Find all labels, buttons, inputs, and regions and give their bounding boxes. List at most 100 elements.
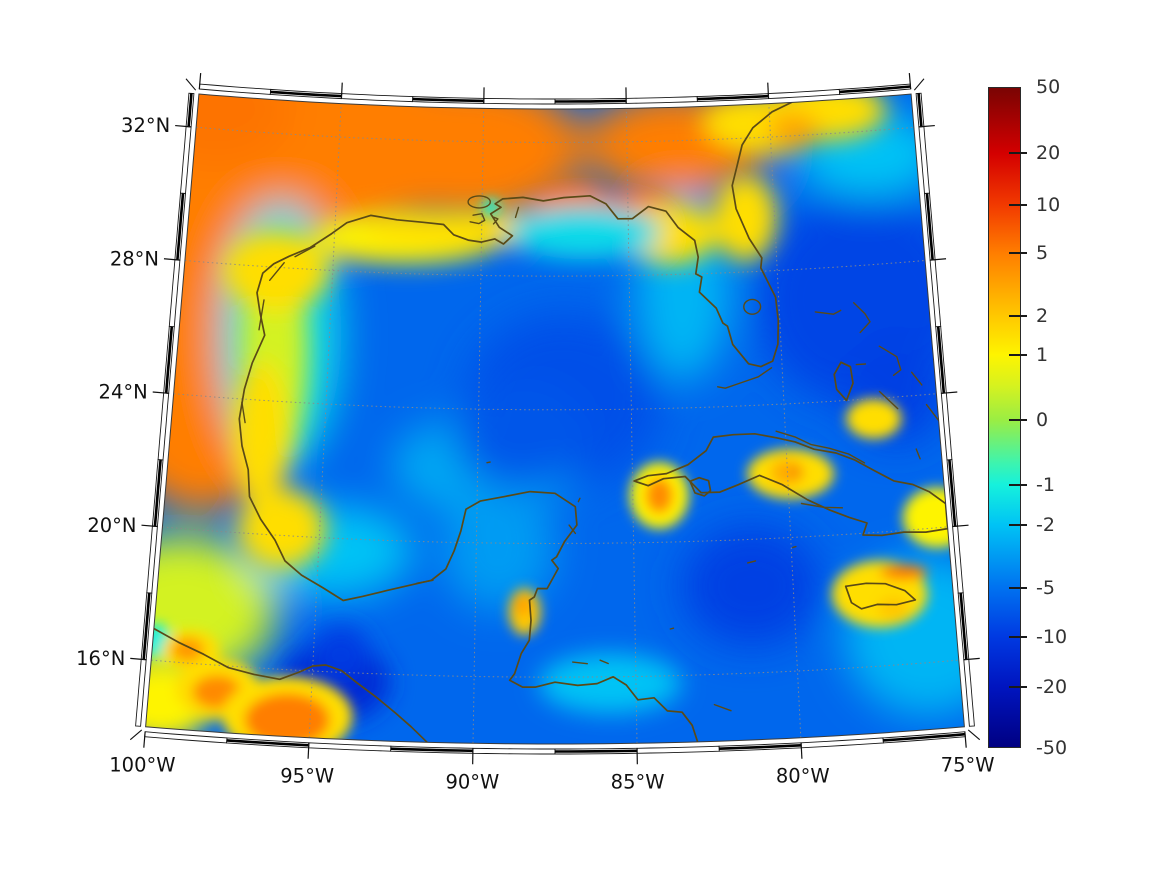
- coastline-path: [469, 213, 486, 225]
- coastline-path: [814, 309, 842, 315]
- axis-tick: [175, 124, 192, 128]
- axis-tick: [141, 524, 158, 528]
- y-axis-tick-label: 32°N: [121, 114, 170, 137]
- axis-labels: 100°W 95°W 90°W 85°W 80°W 75°W 32°N 28°N 24°N 20°…: [76, 114, 994, 793]
- coastline-path: [152, 627, 428, 744]
- coastline-path: [241, 401, 246, 424]
- axis-tick: [964, 731, 967, 748]
- axis-tick: [307, 742, 310, 759]
- coastline-path: [853, 302, 871, 334]
- fancy-frame: [129, 73, 981, 765]
- colorbar-tick: [1009, 204, 1027, 207]
- coastline-path: [258, 299, 265, 331]
- coastline-path: [911, 371, 923, 386]
- coastline-path: [486, 461, 491, 464]
- colorbar-tick: [1009, 686, 1027, 689]
- colorbar-tick-label: 5: [1036, 241, 1049, 264]
- axis-tick: [941, 391, 958, 394]
- colorbar-tick: [1009, 483, 1027, 486]
- coastline-path: [878, 345, 902, 376]
- coastline-path: [717, 367, 773, 389]
- colorbar-tick-label: 50: [1036, 76, 1061, 98]
- coastline-path: [844, 582, 917, 610]
- colorbar-tick: [1009, 419, 1027, 422]
- axis-tick: [908, 73, 912, 90]
- axis-tick: [198, 73, 202, 90]
- colorbar-tick-label: 20: [1036, 142, 1061, 165]
- axis-tick: [963, 657, 980, 661]
- coastline-path: [669, 627, 675, 630]
- colorbar-tick-label: 2: [1036, 304, 1049, 327]
- gridline-parallel: [184, 260, 926, 277]
- corner-tick: [967, 729, 981, 741]
- x-axis-tick-label: 95°W: [280, 765, 334, 788]
- coastline-path: [855, 363, 867, 366]
- corner-tick: [913, 78, 925, 91]
- x-axis-tick-label: 100°W: [109, 754, 175, 777]
- coastline-path: [747, 560, 757, 564]
- lake-outline: [743, 298, 762, 315]
- colorbar-tick: [1009, 314, 1027, 317]
- coastline-path: [925, 403, 940, 422]
- coastline-path: [878, 390, 899, 410]
- x-axis-tick-label: 90°W: [445, 770, 499, 793]
- coastline-path: [492, 216, 499, 225]
- coastline-path: [599, 659, 609, 665]
- coastline-path: [514, 206, 520, 219]
- coastlines: [152, 101, 949, 744]
- coastline-path: [800, 502, 844, 509]
- x-axis-tick-label: 75°W: [941, 754, 995, 777]
- coastline-path: [294, 245, 316, 258]
- colorbar-tick-label: -50: [1036, 737, 1068, 759]
- axis-tick: [952, 524, 969, 528]
- axis-tick: [930, 258, 947, 261]
- coastline-path: [416, 579, 434, 584]
- graticule: [151, 103, 959, 744]
- gridline-parallel: [162, 526, 948, 545]
- corner-tick: [129, 729, 143, 741]
- colorbar-tick-label: -5: [1036, 577, 1055, 600]
- axis-tick: [152, 391, 169, 394]
- colorbar-tick: [1009, 152, 1027, 155]
- colorbar-tick-label: 10: [1036, 194, 1061, 217]
- coastline-path: [238, 101, 793, 743]
- coastline-path: [713, 703, 732, 712]
- x-axis-tick-label: 80°W: [776, 765, 830, 788]
- corner-tick: [185, 78, 197, 91]
- colorbar-tick-label: 0: [1036, 409, 1049, 432]
- y-axis-tick-label: 28°N: [110, 247, 159, 270]
- colorbar-tick: [1009, 353, 1027, 356]
- colorbar-tick: [1009, 251, 1027, 254]
- axis-tick: [918, 124, 935, 128]
- coastline-path: [577, 497, 581, 503]
- axis-tick: [800, 742, 803, 759]
- colorbar-tick-label: -1: [1036, 473, 1055, 496]
- colorbar: 50 20 10 5 2 1 0 -1 -2 -5 -10 -20 -50: [988, 78, 1067, 758]
- coastline-path: [775, 430, 866, 464]
- colorbar-tick: [1009, 587, 1027, 590]
- gridline-parallel: [173, 393, 937, 411]
- axis-tick: [143, 731, 146, 748]
- axis-tick: [130, 657, 147, 661]
- coastline-path: [568, 524, 577, 535]
- gridline-parallel: [196, 126, 914, 143]
- colorbar-tick-label: -20: [1036, 676, 1068, 699]
- y-axis-tick-label: 16°N: [76, 647, 125, 670]
- colorbar-gradient: [988, 87, 1021, 748]
- lake-outline: [467, 195, 492, 209]
- axis-tick: [163, 258, 180, 261]
- y-axis-tick-label: 20°N: [87, 514, 136, 537]
- map-boundary: [145, 93, 965, 745]
- colorbar-tick-label: -2: [1036, 514, 1055, 537]
- colorbar-tick: [1009, 635, 1027, 638]
- coastline-path: [689, 476, 712, 497]
- colorbar-tick-label: 1: [1036, 343, 1049, 366]
- coastline-path: [915, 448, 921, 460]
- colorbar-tick-label: -10: [1036, 625, 1068, 648]
- colorbar-tick: [1009, 524, 1027, 527]
- coastline-path: [269, 262, 285, 281]
- coastline-path: [792, 545, 797, 549]
- coastline-path: [572, 661, 588, 665]
